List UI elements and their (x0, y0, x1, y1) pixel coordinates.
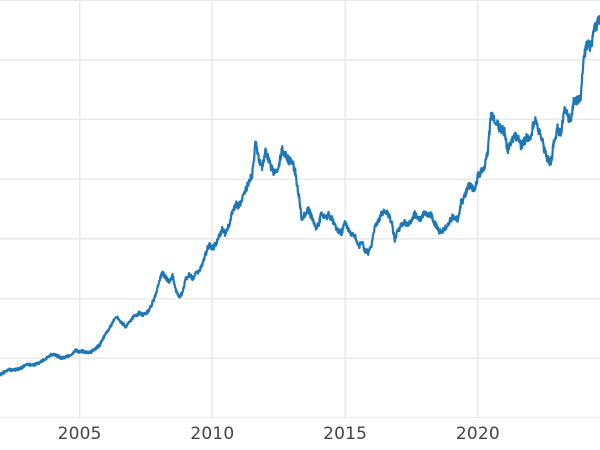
xtick-label-2010: 2010 (190, 424, 235, 444)
xtick-label-2020: 2020 (455, 424, 500, 444)
line-chart-svg (0, 0, 600, 418)
price-series-line (0, 15, 600, 377)
xtick-label-2005: 2005 (57, 424, 102, 444)
x-axis-tick-labels: 2005 2010 2015 2020 (0, 418, 600, 450)
vertical-gridlines (78, 0, 479, 418)
xtick-label-2015: 2015 (323, 424, 368, 444)
plot-area (0, 0, 600, 418)
horizontal-gridlines (0, 0, 600, 418)
